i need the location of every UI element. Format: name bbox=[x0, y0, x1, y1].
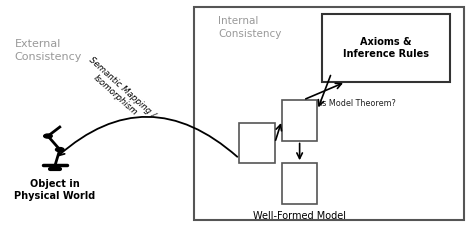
Text: Axioms &
Inference Rules: Axioms & Inference Rules bbox=[343, 37, 429, 59]
Bar bbox=[282, 100, 318, 141]
Text: Internal
Consistency: Internal Consistency bbox=[218, 17, 282, 39]
Bar bbox=[194, 7, 464, 220]
Circle shape bbox=[55, 148, 64, 152]
Text: Is Model Theorem?: Is Model Theorem? bbox=[319, 99, 396, 108]
Circle shape bbox=[44, 134, 52, 138]
Bar bbox=[322, 14, 450, 82]
Text: Object in
Physical World: Object in Physical World bbox=[14, 179, 96, 200]
Bar bbox=[282, 163, 318, 204]
Text: Well-Formed Model: Well-Formed Model bbox=[253, 210, 346, 220]
Text: Semantic Mapping /
Isomorphism: Semantic Mapping / Isomorphism bbox=[81, 55, 157, 127]
Text: External
Consistency: External Consistency bbox=[15, 39, 82, 62]
Bar bbox=[239, 123, 275, 163]
